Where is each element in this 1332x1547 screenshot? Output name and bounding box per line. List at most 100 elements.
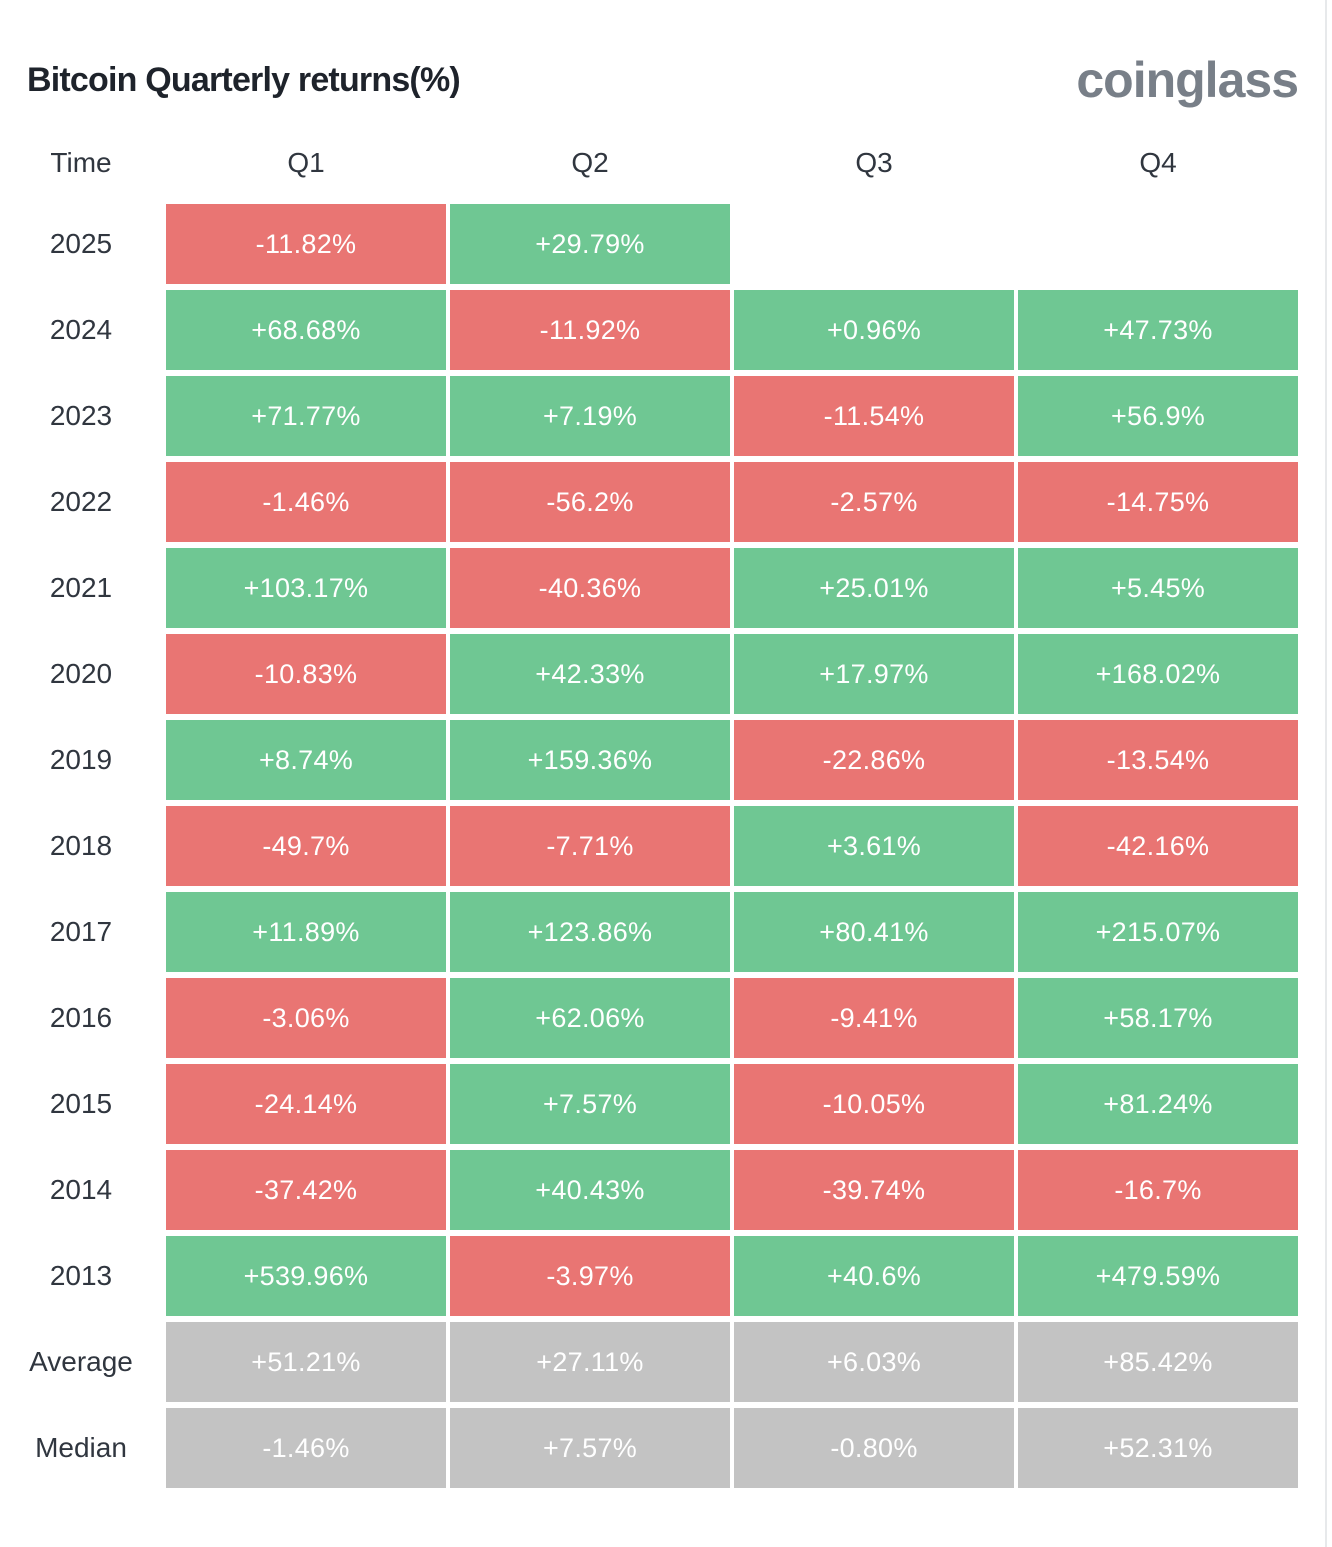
return-cell: -3.97% xyxy=(450,1236,730,1316)
return-cell: +159.36% xyxy=(450,720,730,800)
return-cell: +71.77% xyxy=(166,376,446,456)
page-title: Bitcoin Quarterly returns(%) xyxy=(27,60,461,99)
row-label: 2013 xyxy=(49,1260,113,1291)
return-cell: +6.03% xyxy=(734,1322,1014,1402)
table-row: 2024 +68.68% -11.92% +0.96% +47.73% xyxy=(0,290,1332,370)
time-column-header: Time xyxy=(50,147,112,178)
table-body: 2025 -11.82% +29.79% 2024 +68.68% -11.92% +0.9… xyxy=(0,204,1332,1488)
return-cell: -9.41% xyxy=(734,978,1014,1058)
return-cell: +68.68% xyxy=(166,290,446,370)
table-row: 2023 +71.77% +7.19% -11.54% +56.9% xyxy=(0,376,1332,456)
row-label: 2014 xyxy=(49,1174,113,1205)
table-row: Median -1.46% +7.57% -0.80% +52.31% xyxy=(0,1408,1332,1488)
table-row: 2014 -37.42% +40.43% -39.74% -16.7% xyxy=(0,1150,1332,1230)
return-cell: -49.7% xyxy=(166,806,446,886)
quarter-column-header: Q4 xyxy=(1139,147,1177,178)
quarter-column-header: Q3 xyxy=(855,147,893,178)
return-cell: +27.11% xyxy=(450,1322,730,1402)
return-cell: -56.2% xyxy=(450,462,730,542)
row-label: 2016 xyxy=(49,1002,113,1033)
return-cell: -10.05% xyxy=(734,1064,1014,1144)
return-cell: +85.42% xyxy=(1018,1322,1298,1402)
table-row: 2013 +539.96% -3.97% +40.6% +479.59% xyxy=(0,1236,1332,1316)
return-cell: -22.86% xyxy=(734,720,1014,800)
return-cell: -11.82% xyxy=(166,204,446,284)
row-label: 2023 xyxy=(49,400,113,431)
page-header: Bitcoin Quarterly returns(%) coinglass xyxy=(0,0,1332,112)
return-cell: -13.54% xyxy=(1018,720,1298,800)
return-cell: -2.57% xyxy=(734,462,1014,542)
return-cell: +81.24% xyxy=(1018,1064,1298,1144)
row-label: 2024 xyxy=(49,314,113,345)
return-cell: -1.46% xyxy=(166,462,446,542)
return-cell: -14.75% xyxy=(1018,462,1298,542)
table-row: 2020 -10.83% +42.33% +17.97% +168.02% xyxy=(0,634,1332,714)
return-cell: -37.42% xyxy=(166,1150,446,1230)
empty-cell xyxy=(734,204,1014,284)
table-row: 2022 -1.46% -56.2% -2.57% -14.75% xyxy=(0,462,1332,542)
return-cell: +40.43% xyxy=(450,1150,730,1230)
return-cell: +51.21% xyxy=(166,1322,446,1402)
return-cell: +539.96% xyxy=(166,1236,446,1316)
return-cell: +7.57% xyxy=(450,1408,730,1488)
return-cell: +8.74% xyxy=(166,720,446,800)
return-cell: +58.17% xyxy=(1018,978,1298,1058)
return-cell: +47.73% xyxy=(1018,290,1298,370)
return-cell: +215.07% xyxy=(1018,892,1298,972)
scrollbar-track[interactable] xyxy=(1325,0,1327,1547)
return-cell: +40.6% xyxy=(734,1236,1014,1316)
row-label: 2017 xyxy=(49,916,113,947)
return-cell: -39.74% xyxy=(734,1150,1014,1230)
table-row: 2019 +8.74% +159.36% -22.86% -13.54% xyxy=(0,720,1332,800)
return-cell: +0.96% xyxy=(734,290,1014,370)
return-cell: +7.57% xyxy=(450,1064,730,1144)
table-row: 2021 +103.17% -40.36% +25.01% +5.45% xyxy=(0,548,1332,628)
table-row: 2025 -11.82% +29.79% xyxy=(0,204,1332,284)
return-cell: +56.9% xyxy=(1018,376,1298,456)
return-cell: -24.14% xyxy=(166,1064,446,1144)
return-cell: +52.31% xyxy=(1018,1408,1298,1488)
return-cell: -42.16% xyxy=(1018,806,1298,886)
return-cell: -11.92% xyxy=(450,290,730,370)
row-label: 2021 xyxy=(49,572,113,603)
return-cell: -3.06% xyxy=(166,978,446,1058)
return-cell: -10.83% xyxy=(166,634,446,714)
return-cell: -1.46% xyxy=(166,1408,446,1488)
return-cell: +80.41% xyxy=(734,892,1014,972)
quarter-column-header: Q1 xyxy=(287,147,325,178)
row-label: 2020 xyxy=(49,658,113,689)
return-cell: +29.79% xyxy=(450,204,730,284)
row-label: 2018 xyxy=(49,830,113,861)
return-cell: +479.59% xyxy=(1018,1236,1298,1316)
return-cell: +62.06% xyxy=(450,978,730,1058)
return-cell: +123.86% xyxy=(450,892,730,972)
quarter-column-header: Q2 xyxy=(571,147,609,178)
return-cell: +25.01% xyxy=(734,548,1014,628)
table-row: Average +51.21% +27.11% +6.03% +85.42% xyxy=(0,1322,1332,1402)
column-header-row: Time Q1 Q2 Q3 Q4 xyxy=(0,146,1332,180)
row-label: Median xyxy=(35,1432,127,1463)
row-label: Average xyxy=(29,1346,133,1377)
return-cell: -40.36% xyxy=(450,548,730,628)
row-label: 2019 xyxy=(49,744,113,775)
empty-cell xyxy=(1018,204,1298,284)
return-cell: +168.02% xyxy=(1018,634,1298,714)
row-label: 2015 xyxy=(49,1088,113,1119)
return-cell: -16.7% xyxy=(1018,1150,1298,1230)
table-row: 2018 -49.7% -7.71% +3.61% -42.16% xyxy=(0,806,1332,886)
table-row: 2015 -24.14% +7.57% -10.05% +81.24% xyxy=(0,1064,1332,1144)
return-cell: +42.33% xyxy=(450,634,730,714)
return-cell: -7.71% xyxy=(450,806,730,886)
row-label: 2022 xyxy=(49,486,113,517)
return-cell: +3.61% xyxy=(734,806,1014,886)
table-row: 2016 -3.06% +62.06% -9.41% +58.17% xyxy=(0,978,1332,1058)
row-label: 2025 xyxy=(49,228,113,259)
return-cell: +11.89% xyxy=(166,892,446,972)
returns-table: Time Q1 Q2 Q3 Q4 2025 -11.82% +29.79% 2024 +68.6… xyxy=(0,146,1332,1488)
return-cell: -11.54% xyxy=(734,376,1014,456)
table-row: 2017 +11.89% +123.86% +80.41% +215.07% xyxy=(0,892,1332,972)
coinglass-logo: coinglass xyxy=(1076,52,1299,108)
return-cell: +103.17% xyxy=(166,548,446,628)
return-cell: -0.80% xyxy=(734,1408,1014,1488)
